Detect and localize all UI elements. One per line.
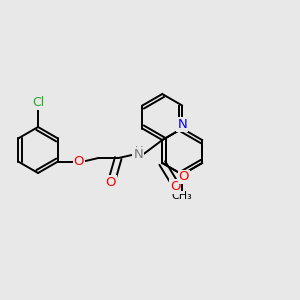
Text: O: O: [74, 155, 84, 168]
Text: H: H: [135, 146, 143, 156]
Text: Cl: Cl: [32, 96, 44, 109]
Text: CH₃: CH₃: [172, 191, 193, 202]
Text: O: O: [170, 180, 181, 193]
Text: O: O: [106, 176, 116, 189]
Text: N: N: [177, 118, 187, 131]
Text: N: N: [134, 148, 143, 161]
Text: O: O: [178, 170, 189, 184]
